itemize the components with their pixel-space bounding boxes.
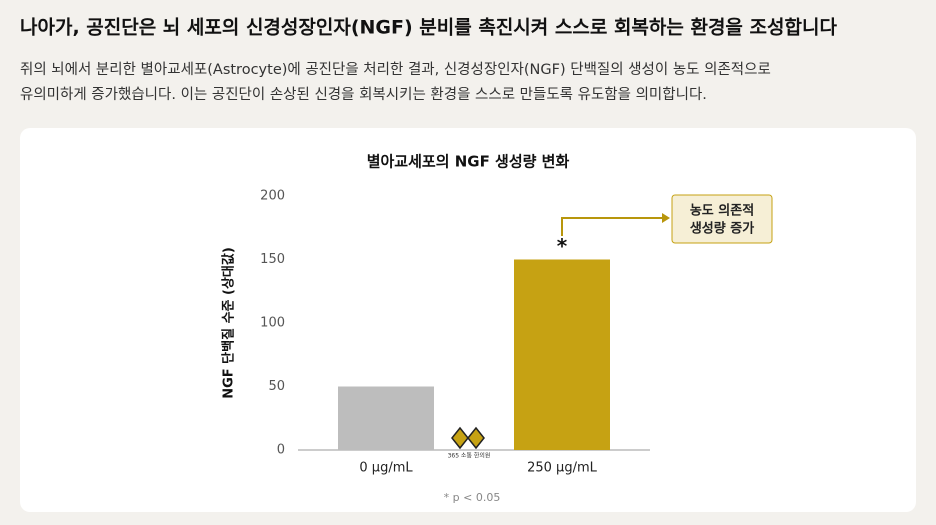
body-text: 쥐의 뇌에서 분리한 별아교세포(Astrocyte)에 공진단을 처리한 결과… [20, 61, 771, 78]
y-tick-label: 200 [260, 189, 285, 204]
annotation-box [671, 194, 773, 244]
bar [514, 259, 610, 450]
chart-title: 별아교세포의 NGF 생성량 변화 [367, 153, 570, 171]
y-tick-label: 100 [260, 316, 285, 331]
y-tick-label: 50 [268, 379, 285, 394]
watermark: 365 소통 한의원 [448, 452, 491, 460]
y-tick-label: 150 [260, 252, 285, 267]
footnote: * p < 0.05 [444, 491, 501, 504]
watermark-logo [451, 426, 485, 450]
x-tick-label: 250 μg/mL [527, 461, 598, 476]
page-title: 나아가, 공진단은 뇌 세포의 신경성장인자(NGF) 분비를 촉진시켜 스스로… [20, 17, 837, 39]
arrow-head [662, 213, 670, 223]
annotation-arrow [561, 217, 664, 236]
y-tick-label: 0 [277, 443, 285, 458]
annotation-text: 생성량 증가 [690, 222, 754, 237]
y-axis-label: NGF 단백질 수준 (상대값) [221, 247, 237, 399]
bar [338, 386, 434, 450]
significance-mark: * [557, 234, 568, 258]
annotation-text: 농도 의존적 [690, 203, 754, 219]
body-text: 유의미하게 증가했습니다. 이는 공진단이 손상된 신경을 회복시키는 환경을 … [20, 86, 707, 103]
x-tick-label: 0 μg/mL [359, 461, 413, 476]
